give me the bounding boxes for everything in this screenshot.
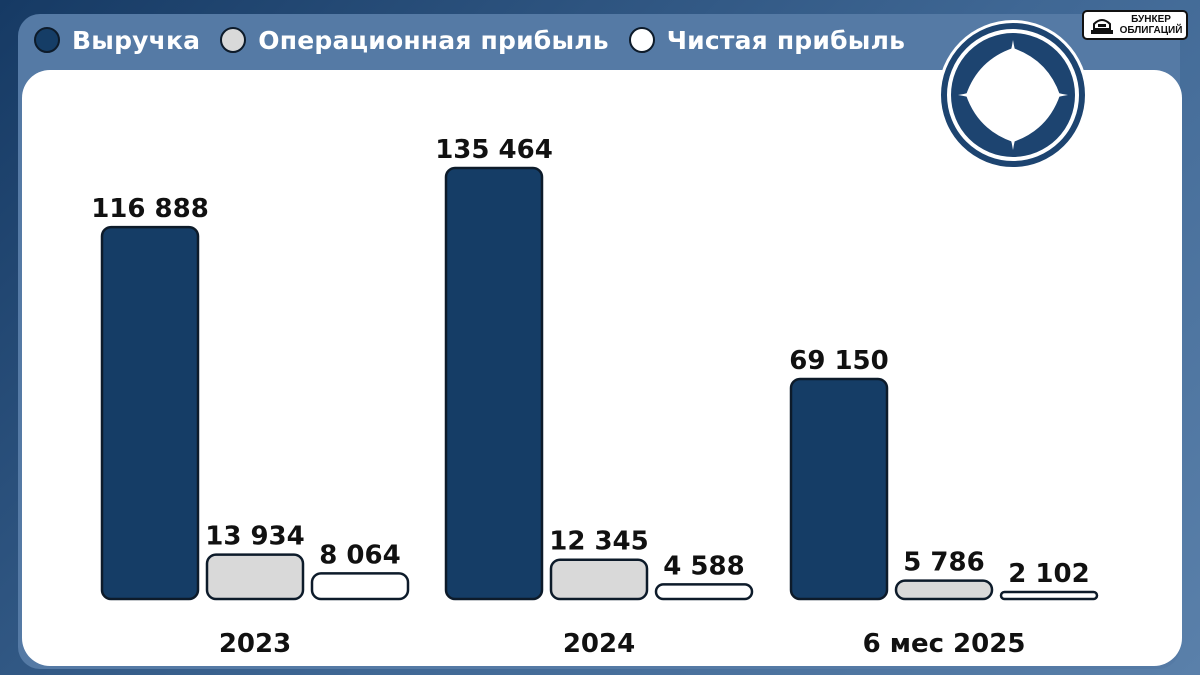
brand-badge: БУНКЕР ОБЛИГАЦИЙ — [1082, 10, 1188, 40]
data-label-revenue: 69 150 — [789, 346, 889, 376]
legend: Выручка Операционная прибыль Чистая приб… — [34, 22, 925, 58]
data-label-operating-profit: 5 786 — [903, 548, 984, 578]
bar-chart: 116 888 13 934 8 064 2023 135 464 12 345 4 588… — [91, 135, 1099, 659]
data-label-net-profit: 2 102 — [1008, 559, 1089, 589]
plot-area: 116 888 13 934 8 064 2023 135 464 12 345 4 588… — [22, 70, 1182, 666]
bar-operating-profit — [205, 553, 305, 601]
data-label-operating-profit: 13 934 — [205, 522, 305, 552]
brand-name-line1: БУНКЕР — [1131, 14, 1171, 25]
x-tick-label: 6 мес 2025 — [863, 629, 1026, 659]
data-label-revenue: 135 464 — [435, 135, 553, 165]
data-label-net-profit: 4 588 — [663, 551, 744, 581]
legend-label-net-profit: Чистая прибыль — [666, 25, 906, 55]
bunker-icon — [1091, 19, 1113, 34]
bar-net-profit — [654, 583, 754, 601]
x-tick-label: 2024 — [563, 629, 635, 659]
legend-item-net-profit: Чистая прибыль — [628, 25, 906, 55]
legend-label-operating-profit: Операционная прибыль — [258, 25, 609, 55]
brand-text: БУНКЕР ОБЛИГАЦИЙ — [1116, 14, 1186, 36]
bar-operating-profit — [894, 579, 994, 601]
x-tick-label: 2023 — [219, 629, 291, 659]
legend-label-revenue: Выручка — [72, 25, 201, 55]
legend-item-revenue: Выручка — [34, 26, 200, 55]
bar-operating-profit — [549, 558, 649, 601]
bar-revenue — [444, 166, 544, 601]
legend-swatch-revenue — [34, 27, 60, 53]
legend-item-operating-profit: Операционная прибыль — [220, 26, 609, 55]
bar-revenue — [789, 377, 889, 601]
data-label-net-profit: 8 064 — [319, 540, 400, 570]
brand-name-line2: ОБЛИГАЦИЙ — [1119, 25, 1183, 36]
legend-swatch-net-profit — [628, 27, 655, 53]
company-logo-emblem — [938, 20, 1088, 170]
legend-swatch-operating-profit — [220, 27, 247, 53]
data-label-revenue: 116 888 — [91, 194, 209, 224]
data-label-operating-profit: 12 345 — [549, 527, 649, 557]
bar-net-profit — [310, 572, 410, 601]
bar-net-profit — [999, 590, 1099, 601]
bar-revenue — [100, 225, 200, 601]
